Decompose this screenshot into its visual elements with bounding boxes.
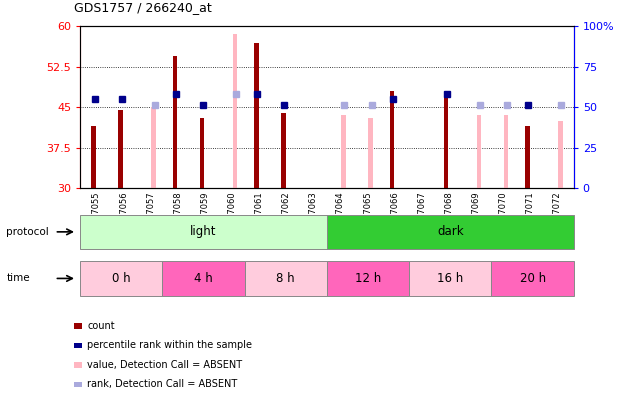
Text: GDS1757 / 266240_at: GDS1757 / 266240_at [74, 1, 212, 14]
Bar [119, 110, 123, 188]
Bar [162, 261, 245, 296]
Bar [504, 115, 508, 188]
Text: 20 h: 20 h [519, 272, 545, 285]
Text: light: light [190, 225, 217, 239]
Bar [444, 94, 449, 188]
Text: 12 h: 12 h [355, 272, 381, 285]
Text: 0 h: 0 h [112, 272, 131, 285]
Bar [91, 126, 96, 188]
Bar [327, 261, 409, 296]
Bar [327, 215, 574, 249]
Bar [245, 261, 327, 296]
Bar [281, 113, 286, 188]
Bar [477, 115, 481, 188]
Bar [80, 261, 162, 296]
Text: 8 h: 8 h [276, 272, 295, 285]
Text: percentile rank within the sample: percentile rank within the sample [87, 341, 252, 350]
Bar [172, 56, 177, 188]
Bar [233, 34, 237, 188]
Bar [390, 91, 394, 188]
Bar [199, 118, 204, 188]
Text: dark: dark [437, 225, 463, 239]
Bar [341, 115, 345, 188]
Bar [368, 118, 373, 188]
Text: value, Detection Call = ABSENT: value, Detection Call = ABSENT [87, 360, 242, 370]
Text: protocol: protocol [6, 227, 49, 237]
Text: rank, Detection Call = ABSENT: rank, Detection Call = ABSENT [87, 379, 237, 389]
Text: 16 h: 16 h [437, 272, 463, 285]
Bar [409, 261, 492, 296]
Bar [525, 126, 529, 188]
Bar [80, 215, 327, 249]
Text: count: count [87, 321, 115, 331]
Bar [151, 107, 156, 188]
Text: 4 h: 4 h [194, 272, 213, 285]
Bar [254, 43, 258, 188]
Text: time: time [6, 273, 30, 283]
Bar [492, 261, 574, 296]
Bar [558, 121, 563, 188]
